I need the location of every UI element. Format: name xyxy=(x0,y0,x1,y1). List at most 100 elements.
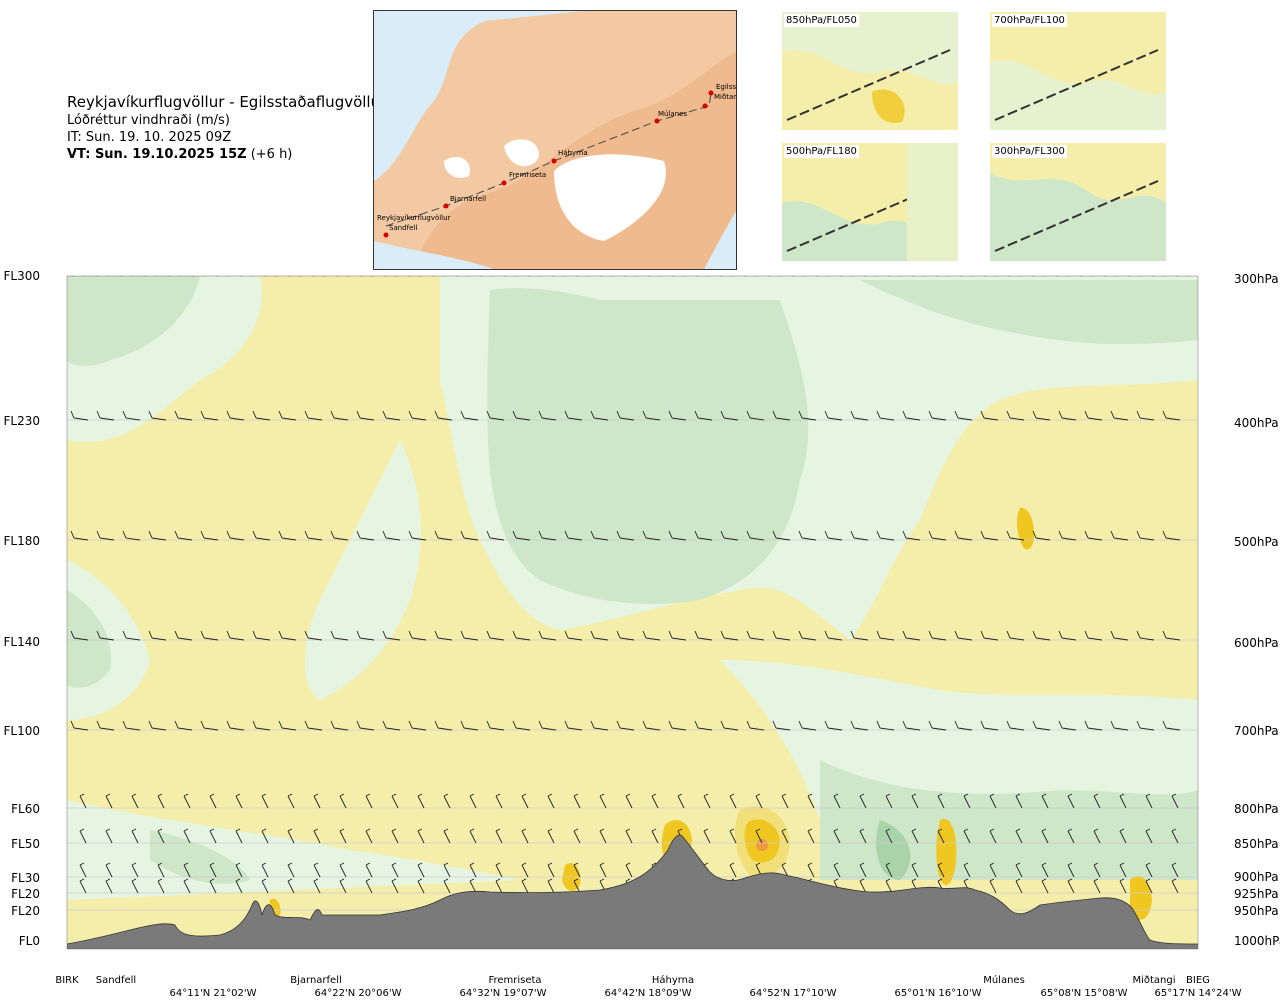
wind-barb-333 xyxy=(521,828,529,844)
map-place-sandfell: Sandfell xyxy=(389,224,418,232)
wind-barb-337 xyxy=(625,828,633,844)
wind-barb-331 xyxy=(469,828,477,844)
wind-barb-191 xyxy=(252,630,271,641)
map-place-fremriseta: Fremriseta xyxy=(509,171,547,179)
wind-barb-121 xyxy=(720,410,739,421)
wind-barb-73 xyxy=(934,276,938,277)
fl-label-20b: FL20 xyxy=(11,904,40,918)
wind-barb-0 xyxy=(45,267,62,276)
wind-barb-290 xyxy=(547,793,555,809)
wind-barb-263 xyxy=(980,720,999,731)
wind-barb-362 xyxy=(131,862,139,878)
wind-barb-110 xyxy=(434,410,453,421)
wind-barb-282 xyxy=(339,793,347,809)
wind-barb-116 xyxy=(590,410,609,421)
wind-barb-296 xyxy=(703,793,711,809)
wind-barb-304 xyxy=(911,793,919,809)
wind-barb-120 xyxy=(694,410,713,421)
wind-barb-419 xyxy=(469,878,477,894)
waypoint-sandfell: Sandfell xyxy=(95,975,137,986)
wind-barb-257 xyxy=(824,720,843,731)
wind-barb-21 xyxy=(310,276,314,277)
wind-barb-1 xyxy=(70,276,74,277)
wind-barb-341 xyxy=(729,828,737,844)
wind-barb-232 xyxy=(174,720,193,731)
wind-barbs xyxy=(45,267,1190,894)
wind-barb-153 xyxy=(408,530,427,541)
wind-barb-70 xyxy=(898,276,902,277)
wind-barb-96 xyxy=(70,410,89,421)
wind-barb-177 xyxy=(1032,530,1051,541)
wind-barb-256 xyxy=(798,720,817,731)
coord-2: 64°22'N 20°06'W xyxy=(314,988,402,999)
wind-barb-365 xyxy=(209,862,217,878)
wind-barb-31 xyxy=(430,276,434,277)
wind-barb-20 xyxy=(298,276,302,277)
wind-barb-220 xyxy=(1006,630,1025,641)
wind-barb-305 xyxy=(937,793,945,809)
wind-barb-375 xyxy=(469,862,477,878)
wind-barb-202 xyxy=(538,630,557,641)
wind-barb-353 xyxy=(1041,828,1049,844)
coord-4: 64°42'N 18°09'W xyxy=(604,988,692,999)
wind-barb-342 xyxy=(755,828,763,844)
wind-barb-175 xyxy=(980,530,999,541)
wind-barb-131 xyxy=(980,410,999,421)
wind-barb-37 xyxy=(502,276,506,277)
wind-barb-311 xyxy=(1093,793,1101,809)
fl-label-100: FL100 xyxy=(3,724,41,738)
wind-barb-6 xyxy=(130,276,134,277)
map-place-reykjavik: Reykjavíkurflugvöllur xyxy=(377,214,451,222)
wind-barb-45 xyxy=(598,276,602,277)
wind-barb-170 xyxy=(850,530,869,541)
wind-barb-106 xyxy=(330,410,349,421)
wind-barb-345 xyxy=(833,828,841,844)
wind-barb-108 xyxy=(382,410,401,421)
wind-barb-206 xyxy=(642,630,661,641)
wind-barb-142 xyxy=(122,530,141,541)
hpa-label-800: 800hPa xyxy=(1234,802,1279,816)
wind-barb-292 xyxy=(599,793,607,809)
hpa-label-1000: 1000hPa xyxy=(1234,934,1280,948)
variable-label: Lóðréttur vindhraði (m/s) xyxy=(67,113,230,128)
wind-barb-92 xyxy=(1162,276,1166,277)
wind-barb-283 xyxy=(365,793,373,809)
wind-barb-139 xyxy=(45,531,62,540)
wind-barb-325 xyxy=(313,828,321,844)
wind-barb-83 xyxy=(1054,276,1058,277)
mini-map-300: 300hPa/FL300 xyxy=(990,143,1166,261)
wind-barb-192 xyxy=(278,630,297,641)
wind-barb-248 xyxy=(590,720,609,731)
hpa-label-300: 300hPa xyxy=(1234,272,1279,286)
wind-barb-265 xyxy=(1032,720,1051,731)
waypoint-bieg: BIEG xyxy=(1186,975,1210,986)
wind-barb-395 xyxy=(989,862,997,878)
wind-barb-16 xyxy=(250,276,254,277)
wind-barb-240 xyxy=(382,720,401,731)
wind-barb-33 xyxy=(454,276,458,277)
wind-barb-394 xyxy=(963,862,971,878)
wind-barb-364 xyxy=(183,862,191,878)
wind-barb-245 xyxy=(512,720,531,731)
wind-barb-24 xyxy=(346,276,350,277)
wind-barb-164 xyxy=(694,530,713,541)
wind-barb-84 xyxy=(1066,276,1070,277)
wind-barb-299 xyxy=(781,793,789,809)
wind-barb-103 xyxy=(252,410,271,421)
wind-barb-281 xyxy=(313,793,321,809)
mini-map-850-svg xyxy=(782,12,958,130)
wind-barb-174 xyxy=(954,530,973,541)
wind-barb-151 xyxy=(356,530,375,541)
hpa-label-850: 850hPa xyxy=(1234,837,1279,851)
wind-barb-109 xyxy=(408,410,427,421)
wind-barb-128 xyxy=(902,410,921,421)
wind-barb-253 xyxy=(720,720,739,731)
wind-barb-269 xyxy=(1136,720,1155,731)
wind-barb-129 xyxy=(928,410,947,421)
wind-barb-13 xyxy=(214,276,218,277)
wind-barb-350 xyxy=(963,828,971,844)
wind-barb-273 xyxy=(105,793,113,809)
wind-barb-87 xyxy=(1102,276,1106,277)
waypoint-midtangi: Miðtangi xyxy=(1132,975,1176,986)
wind-barb-132 xyxy=(1006,410,1025,421)
